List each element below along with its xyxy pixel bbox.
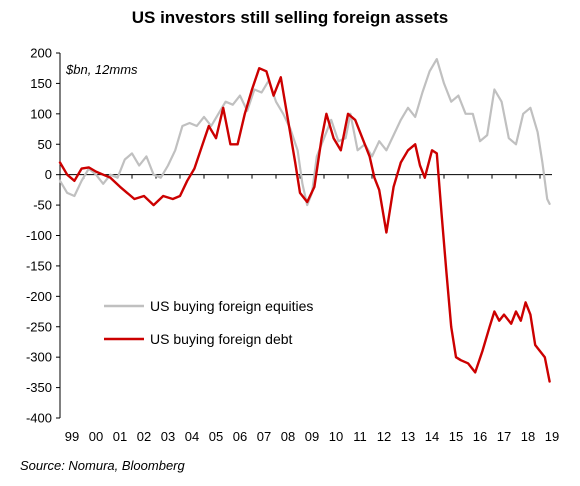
x-tick-label: 16 <box>473 429 487 444</box>
source-note: Source: Nomura, Bloomberg <box>20 458 185 473</box>
legend-label-debt: US buying foreign debt <box>150 331 293 347</box>
unit-label: $bn, 12mms <box>65 62 138 77</box>
x-tick-label: 00 <box>89 429 103 444</box>
x-tick-label: 17 <box>497 429 511 444</box>
series-line-debt <box>58 67 551 383</box>
x-tick-label: 09 <box>305 429 319 444</box>
y-tick-label: -150 <box>26 258 52 273</box>
chart-title: US investors still selling foreign asset… <box>131 8 449 27</box>
x-tick-label: 01 <box>113 429 127 444</box>
y-tick-label: -250 <box>26 319 52 334</box>
y-tick-label: -50 <box>33 198 52 213</box>
x-tick-label: 14 <box>425 429 439 444</box>
x-axis-tick-labels: 99 00 01 02 03 04 05 06 07 08 09 10 11 12 13 14 15 16 17 18… <box>59 174 559 444</box>
x-tick-label: 18 <box>521 429 535 444</box>
x-tick-label: 04 <box>185 429 199 444</box>
y-tick-label: -300 <box>26 350 52 365</box>
chart-axes <box>59 53 552 418</box>
x-tick-label: 19 <box>545 429 559 444</box>
legend-label-equities: US buying foreign equities <box>150 298 313 314</box>
y-tick-label: 200 <box>30 46 52 61</box>
y-tick-label: 50 <box>38 137 52 152</box>
x-tick-label: 07 <box>257 429 271 444</box>
x-tick-label: 11 <box>353 429 367 444</box>
y-tick-label: 0 <box>45 167 52 182</box>
series-line-equities <box>58 58 551 207</box>
y-tick-label: 150 <box>30 76 52 91</box>
x-tick-label: 03 <box>161 429 175 444</box>
y-axis-tick-labels: 200 150 100 50 0 -50 -100 -150 -200 -250 -300 -350 -… <box>26 46 60 426</box>
chart-series-lines <box>58 58 551 383</box>
y-tick-label: -100 <box>26 228 52 243</box>
x-tick-label: 10 <box>329 429 343 444</box>
y-tick-label: -200 <box>26 289 52 304</box>
x-tick-label: 02 <box>137 429 151 444</box>
x-tick-label: 08 <box>281 429 295 444</box>
x-tick-label: 12 <box>377 429 391 444</box>
y-tick-label: -400 <box>26 411 52 426</box>
x-tick-label: 06 <box>233 429 247 444</box>
y-tick-label: -350 <box>26 380 52 395</box>
y-tick-label: 100 <box>30 106 52 121</box>
x-tick-label: 15 <box>449 429 463 444</box>
x-tick-label: 05 <box>209 429 223 444</box>
chart-legend: US buying foreign equities US buying for… <box>104 298 313 347</box>
x-tick-label: 99 <box>65 429 79 444</box>
x-tick-label: 13 <box>401 429 415 444</box>
